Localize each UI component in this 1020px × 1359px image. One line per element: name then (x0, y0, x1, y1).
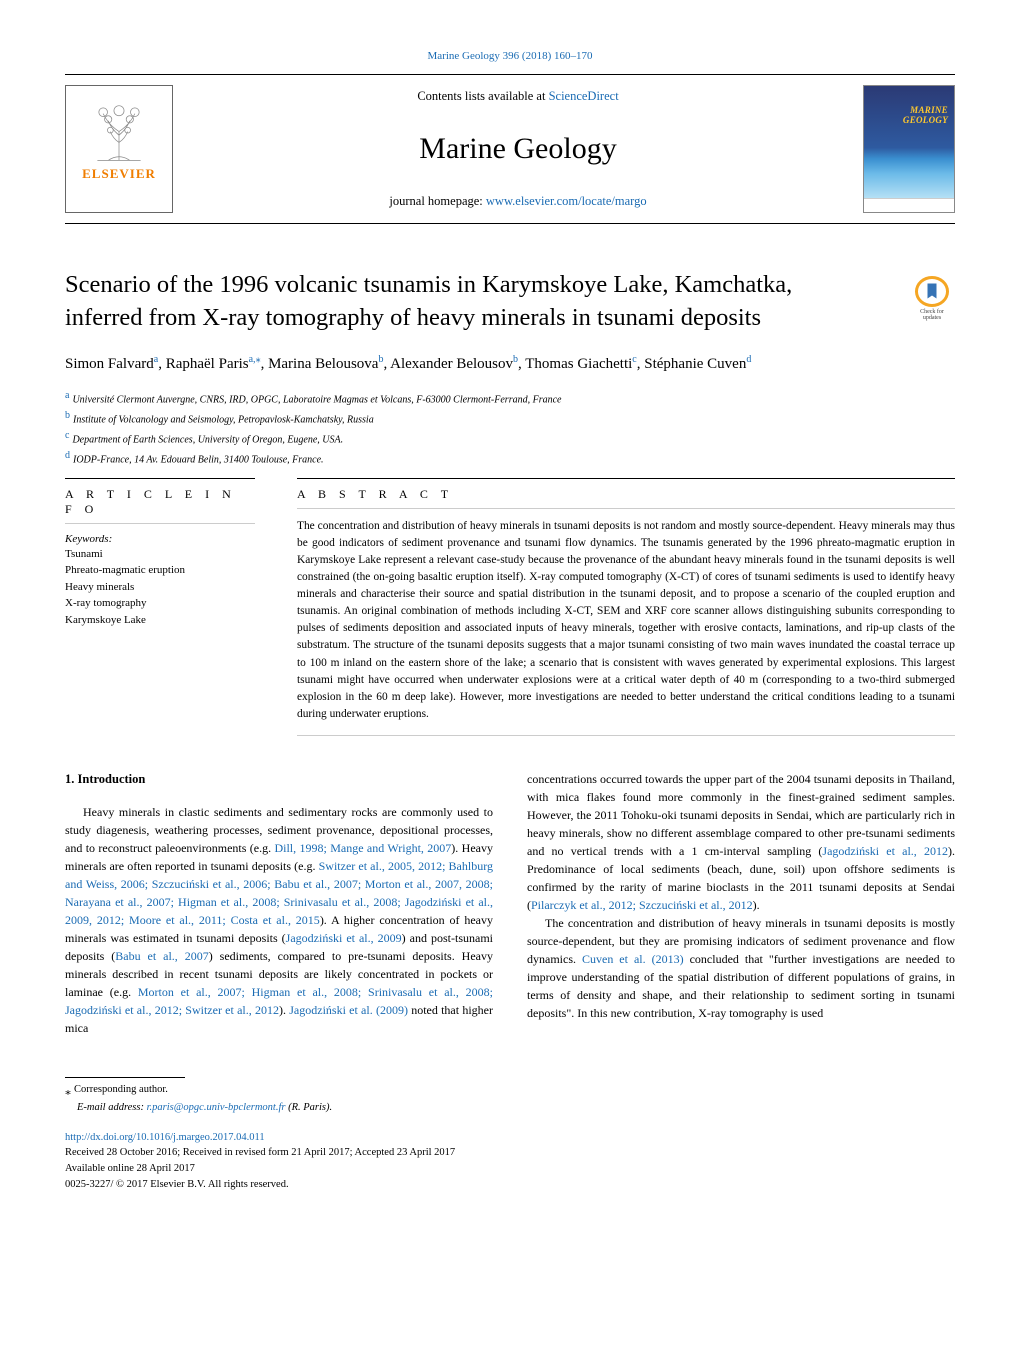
paper-title: Scenario of the 1996 volcanic tsunamis i… (65, 268, 855, 334)
body-paragraph: The concentration and distribution of he… (527, 914, 955, 1022)
contents-line: Contents lists available at ScienceDirec… (417, 89, 618, 104)
journal-cover: MARINE GEOLOGY (863, 85, 955, 213)
rule (65, 223, 955, 224)
email-line: E-mail address: r.paris@opgc.univ-bpcler… (77, 1100, 955, 1116)
keyword: Heavy minerals (65, 579, 255, 596)
section-heading: 1. Introduction (65, 770, 493, 789)
abstract-heading: A B S T R A C T (297, 478, 955, 509)
publisher-name: ELSEVIER (82, 166, 156, 182)
affiliations: aUniversité Clermont Auvergne, CNRS, IRD… (65, 388, 955, 467)
masthead: ELSEVIER Contents lists available at Sci… (65, 75, 955, 223)
rule (297, 735, 955, 736)
rule (65, 1077, 185, 1078)
keywords-label: Keywords: (65, 533, 255, 545)
footer: ⁎ Corresponding author. E-mail address: … (65, 1077, 955, 1193)
article-info-heading: A R T I C L E I N F O (65, 478, 255, 524)
keyword: X-ray tomography (65, 595, 255, 612)
sciencedirect-link[interactable]: ScienceDirect (549, 89, 619, 103)
homepage-line: journal homepage: www.elsevier.com/locat… (389, 194, 646, 209)
keyword: Tsunami (65, 546, 255, 563)
journal-title: Marine Geology (419, 132, 616, 166)
running-head-link[interactable]: Marine Geology 396 (2018) 160–170 (428, 50, 593, 62)
bookmark-icon (923, 282, 941, 300)
history: Received 28 October 2016; Received in re… (65, 1147, 455, 1158)
corresponding-note: ⁎ Corresponding author. (65, 1082, 955, 1100)
email-link[interactable]: r.paris@opgc.univ-bpclermont.fr (147, 1102, 286, 1113)
running-head: Marine Geology 396 (2018) 160–170 (65, 50, 955, 62)
body-paragraph: concentrations occurred towards the uppe… (527, 770, 955, 914)
keyword: Phreato-magmatic eruption (65, 562, 255, 579)
body-columns: 1. Introduction Heavy minerals in clasti… (65, 770, 955, 1037)
crossmark-badge[interactable]: Check for updates (909, 276, 955, 322)
elsevier-tree-icon (83, 92, 155, 164)
cover-title: MARINE GEOLOGY (903, 106, 948, 126)
authors: Simon Falvarda, Raphaël Parisa,⁎, Marina… (65, 352, 955, 376)
doi-link[interactable]: http://dx.doi.org/10.1016/j.margeo.2017.… (65, 1132, 265, 1143)
publisher-logo: ELSEVIER (65, 85, 173, 213)
online-date: Available online 28 April 2017 (65, 1163, 195, 1174)
copyright: 0025-3227/ © 2017 Elsevier B.V. All righ… (65, 1179, 289, 1190)
body-paragraph: Heavy minerals in clastic sediments and … (65, 803, 493, 1037)
homepage-link[interactable]: www.elsevier.com/locate/margo (486, 194, 647, 208)
keyword: Karymskoye Lake (65, 612, 255, 629)
abstract-text: The concentration and distribution of he… (297, 518, 955, 723)
